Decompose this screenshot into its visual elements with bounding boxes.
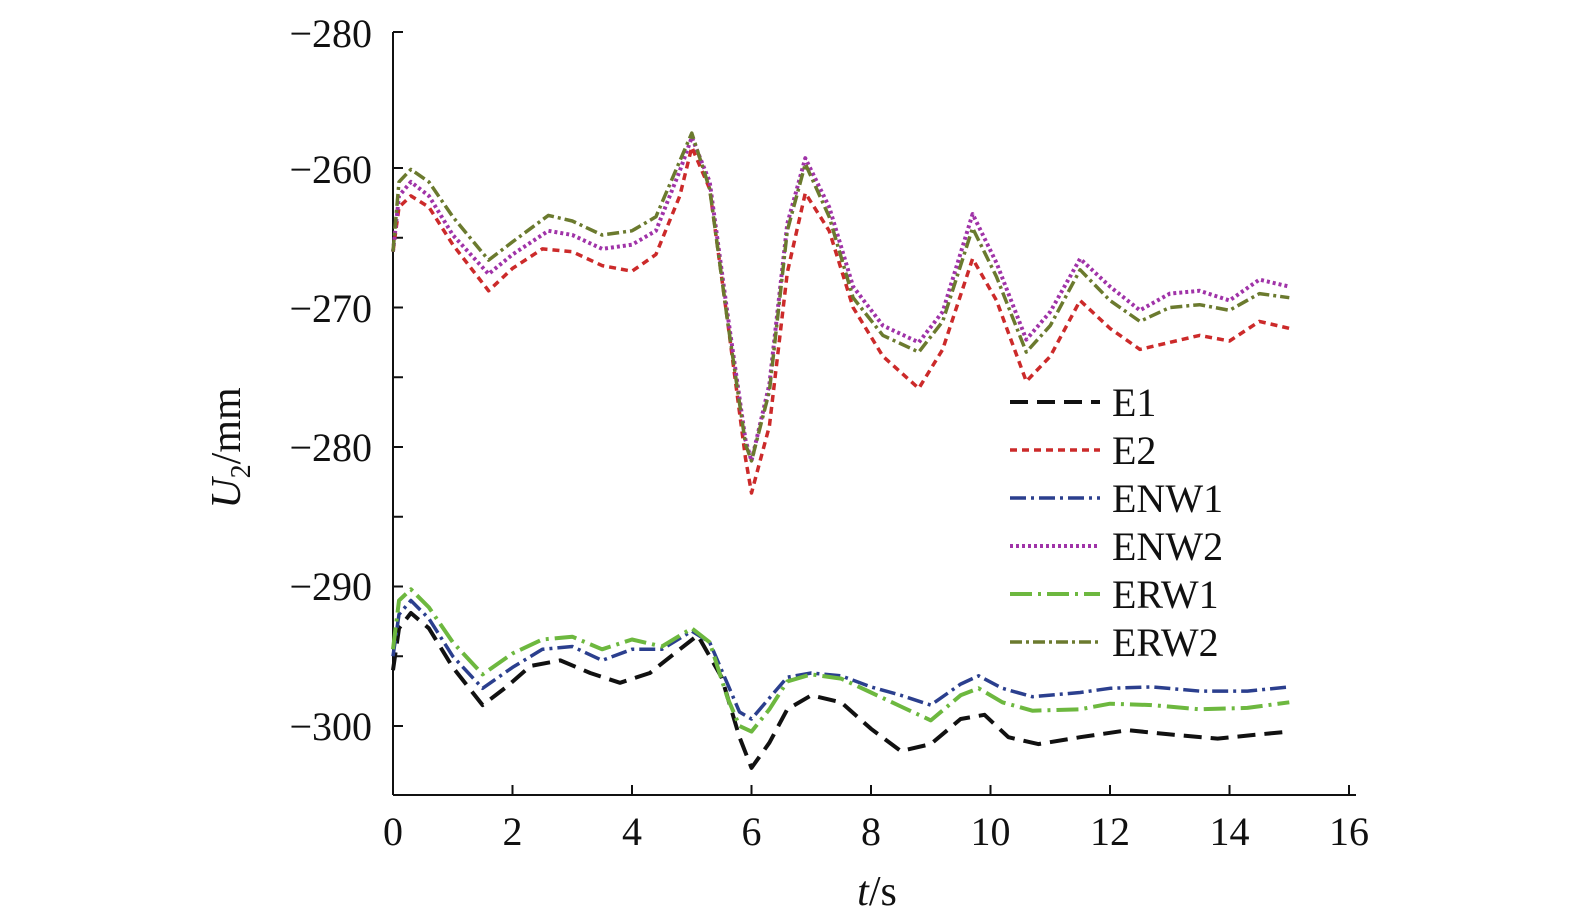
- x-ticks: 0 2 4 6 8 10 12 14 16: [383, 785, 1369, 854]
- axes: 0 2 4 6 8 10 12 14 16 −280 −260 −270 −280 −290 −300: [289, 11, 1369, 854]
- series-line-e1: [391, 611, 1290, 770]
- y-tick-label: −280: [289, 11, 372, 56]
- x-tick-label: 12: [1090, 809, 1130, 854]
- legend-label-erw1: ERW1: [1112, 572, 1219, 617]
- x-axis-title: t/s: [857, 869, 897, 915]
- x-tick-label: 2: [503, 809, 523, 854]
- legend-label-enw1: ENW1: [1112, 476, 1223, 521]
- x-tick-label: 4: [622, 809, 642, 854]
- x-tick-label: 8: [861, 809, 881, 854]
- x-axis-title-unit: /s: [869, 869, 897, 915]
- series-line-erw2: [391, 131, 1290, 463]
- series-line-e2: [391, 145, 1290, 495]
- x-tick-label: 14: [1210, 809, 1250, 854]
- y-tick-label: −280: [289, 425, 372, 470]
- y-tick-label: −260: [289, 147, 372, 192]
- x-axis-title-symbol: t: [857, 869, 870, 915]
- y-tick-label: −290: [289, 564, 372, 609]
- series-line-erw1: [391, 587, 1290, 734]
- y-axis-title: U2/mm: [204, 387, 257, 509]
- y-axis-title-unit: /mm: [204, 387, 250, 464]
- y-tick-label: −300: [289, 704, 372, 749]
- x-tick-label: 10: [971, 809, 1011, 854]
- y-axis-title-symbol: U: [204, 476, 250, 509]
- legend-label-e2: E2: [1112, 428, 1156, 473]
- x-tick-label: 0: [383, 809, 403, 854]
- y-ticks: −280 −260 −270 −280 −290 −300: [289, 11, 403, 749]
- y-axis-title-subscript: 2: [226, 464, 257, 478]
- x-tick-label: 6: [742, 809, 762, 854]
- series-layer: [391, 131, 1290, 770]
- legend-label-enw2: ENW2: [1112, 524, 1223, 569]
- legend-label-erw2: ERW2: [1112, 620, 1219, 665]
- legend-label-e1: E1: [1112, 380, 1156, 425]
- series-line-enw1: [391, 598, 1290, 721]
- y-tick-label: −270: [289, 286, 372, 331]
- x-tick-label: 16: [1329, 809, 1369, 854]
